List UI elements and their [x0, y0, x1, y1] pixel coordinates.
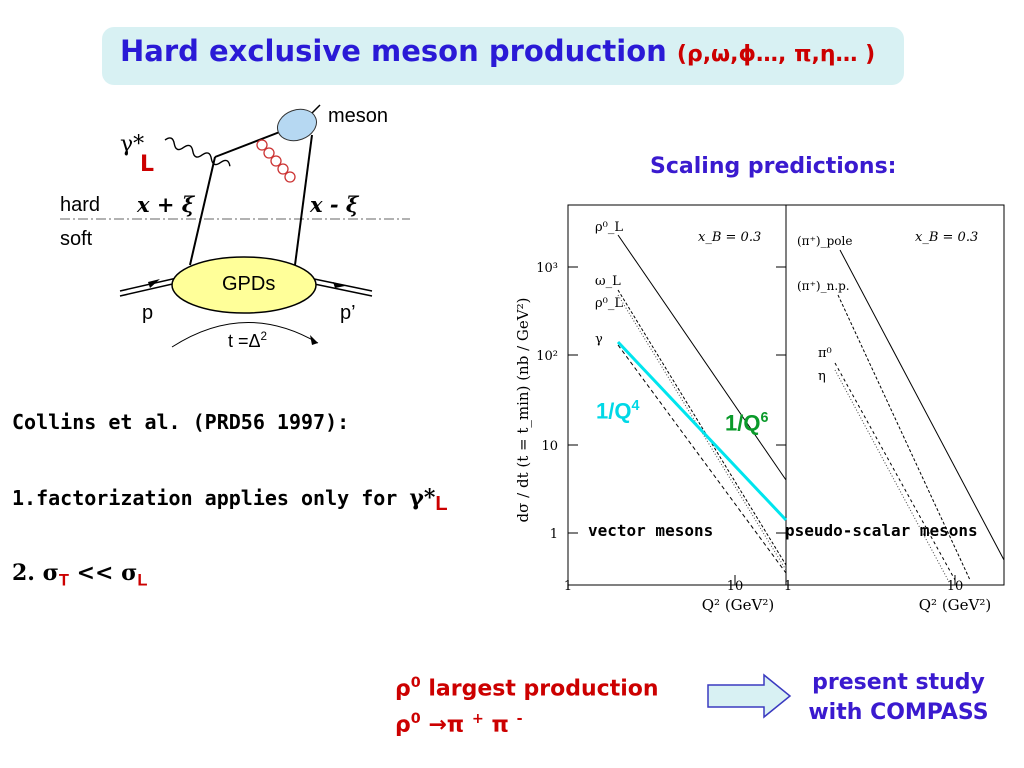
- y-tick-100: 10²: [536, 349, 558, 364]
- gpds-label: GPDs: [222, 273, 276, 295]
- pi0-label: π⁰: [818, 346, 832, 361]
- quark-line-right: [294, 134, 313, 266]
- rho-production-note: ρ0 largest production ρ0 →π + π -: [395, 675, 659, 738]
- right-x-axis-label: Q² (GeV²): [919, 596, 992, 614]
- quark-line-top: [214, 127, 291, 158]
- right-xb-label: x_B = 0.3: [915, 230, 978, 245]
- pi-np-curve: [837, 294, 971, 581]
- right-panel-frame: [785, 204, 1005, 586]
- q4-scaling-line: [616, 340, 788, 522]
- arrow-in: [148, 279, 160, 288]
- collins-reference: Collins et al. (PRD56 1997):: [12, 410, 350, 434]
- left-x-tick-10: 10: [727, 579, 744, 594]
- pi-pole-curve: [839, 249, 1005, 561]
- x-minus-xi-label: x - ξ: [310, 192, 359, 217]
- point-1: 1.factorization applies only for γ*L: [12, 485, 448, 515]
- omega-l-label: ω_L: [595, 274, 621, 289]
- left-xb-label: x_B = 0.3: [698, 230, 761, 245]
- y-axis-label: dσ / dt (t = t_min) (nb / GeV²): [514, 298, 532, 523]
- rho-l-curve: [617, 234, 787, 481]
- scaling-title: Scaling predictions:: [650, 154, 897, 179]
- eta-curve: [834, 369, 949, 581]
- meson-label: meson: [328, 105, 389, 127]
- t-arc-arrow: [310, 335, 318, 345]
- y-tick-1: 1: [550, 527, 558, 542]
- omega-curve: [617, 289, 787, 566]
- left-x-tick-1: 1: [564, 579, 572, 594]
- t-arc: [171, 321, 319, 348]
- pseudo-scalar-caption: pseudo-scalar mesons: [785, 521, 978, 540]
- y-tick-1000: 10³: [536, 261, 558, 276]
- meson-blob: [277, 108, 317, 142]
- t-label: t =Δ2: [228, 330, 268, 351]
- slide-title: Hard exclusive meson production (ρ,ω,ϕ…,…: [120, 34, 875, 68]
- proton-prime-label: p’: [340, 302, 356, 324]
- x-plus-xi-label: x + ξ: [137, 192, 195, 217]
- right-x-tick-10: 10: [947, 579, 964, 594]
- pi-pole-label: (π⁺)_pole: [797, 234, 852, 248]
- rho-l-dotted-label: ρ⁰_L: [595, 296, 623, 311]
- gluon-line: [256, 139, 296, 183]
- q4-label: 1/Q4: [596, 398, 640, 424]
- y-tick-10: 10: [541, 439, 558, 454]
- gamma-l-subscript: L: [140, 152, 155, 177]
- pi-np-label: (π⁺)_n.p.: [797, 279, 850, 293]
- gpd-blob: [171, 256, 317, 314]
- proton-label: p: [142, 302, 154, 324]
- eta-label: η: [818, 369, 826, 384]
- title-box: [102, 27, 904, 85]
- left-x-axis-label: Q² (GeV²): [702, 596, 775, 614]
- right-arrow-icon: [707, 673, 792, 719]
- title-meson-list: (ρ,ω,ϕ…, π,η… ): [676, 42, 876, 67]
- compass-study-note: present study with COMPASS: [808, 670, 989, 725]
- handbag-diagram: [60, 104, 410, 348]
- quark-line-left: [189, 156, 216, 266]
- soft-label: soft: [60, 228, 93, 250]
- cross-section-plot: dσ / dt (t = t_min) (nb / GeV²) 1 10 10²…: [514, 204, 1005, 614]
- gamma-curve: [617, 344, 787, 574]
- vector-mesons-caption: vector mesons: [588, 521, 714, 540]
- gamma-curve-label: γ: [595, 332, 603, 347]
- title-main: Hard exclusive meson production: [120, 34, 677, 68]
- arrow-out: [333, 282, 345, 288]
- right-x-tick-1: 1: [784, 579, 792, 594]
- rho-l-label: ρ⁰_L: [595, 220, 623, 235]
- point-2: 2. σT << σL: [12, 560, 148, 590]
- pi0-curve: [834, 362, 956, 581]
- photon-line: [164, 137, 231, 167]
- hard-label: hard: [60, 194, 101, 216]
- q6-label: 1/Q6: [725, 410, 769, 436]
- gamma-label: γ*: [120, 132, 145, 157]
